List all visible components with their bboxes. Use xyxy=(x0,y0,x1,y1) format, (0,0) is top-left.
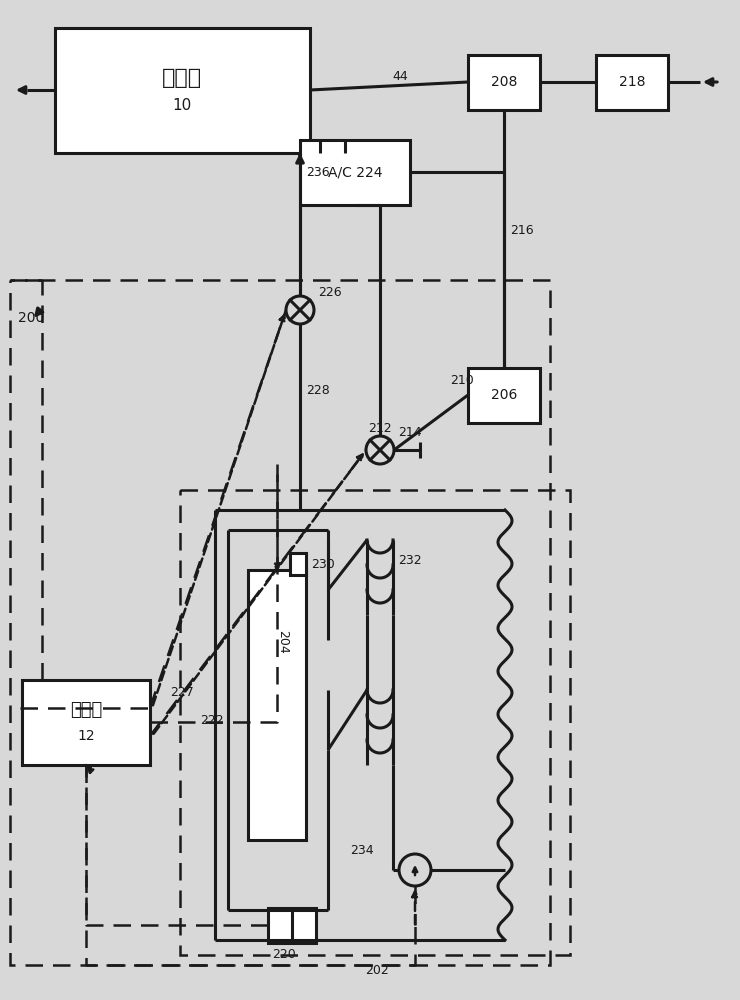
Text: 232: 232 xyxy=(398,554,422,566)
Text: 200: 200 xyxy=(18,311,44,325)
Bar xyxy=(468,368,540,423)
Bar xyxy=(300,140,410,205)
Bar xyxy=(180,490,570,955)
Text: 220: 220 xyxy=(272,948,296,962)
Text: 218: 218 xyxy=(619,75,645,89)
Text: 12: 12 xyxy=(77,729,95,743)
Text: 202: 202 xyxy=(365,964,388,978)
Bar xyxy=(290,553,306,575)
Text: 44: 44 xyxy=(392,70,408,83)
Text: A/C 224: A/C 224 xyxy=(328,165,383,179)
Text: 236: 236 xyxy=(306,166,329,180)
Bar xyxy=(248,570,306,840)
Bar xyxy=(268,908,316,943)
Text: 210: 210 xyxy=(450,374,474,387)
Text: 204: 204 xyxy=(277,630,289,654)
Text: 214: 214 xyxy=(398,426,422,438)
Text: 208: 208 xyxy=(491,75,517,89)
Text: 227: 227 xyxy=(170,686,194,698)
Text: 216: 216 xyxy=(510,224,534,236)
Text: 226: 226 xyxy=(318,286,342,298)
Bar xyxy=(10,280,550,965)
Text: 230: 230 xyxy=(311,558,334,570)
Text: 10: 10 xyxy=(172,99,192,113)
Bar xyxy=(596,55,668,110)
Text: 228: 228 xyxy=(306,383,330,396)
Bar xyxy=(55,28,310,153)
Bar xyxy=(468,55,540,110)
Text: 212: 212 xyxy=(368,422,391,434)
Text: 206: 206 xyxy=(491,388,517,402)
Text: 控制器: 控制器 xyxy=(70,701,102,719)
Text: 234: 234 xyxy=(350,844,374,856)
Text: 222: 222 xyxy=(201,714,224,726)
Text: 发动机: 发动机 xyxy=(162,68,202,88)
Bar xyxy=(22,680,150,765)
